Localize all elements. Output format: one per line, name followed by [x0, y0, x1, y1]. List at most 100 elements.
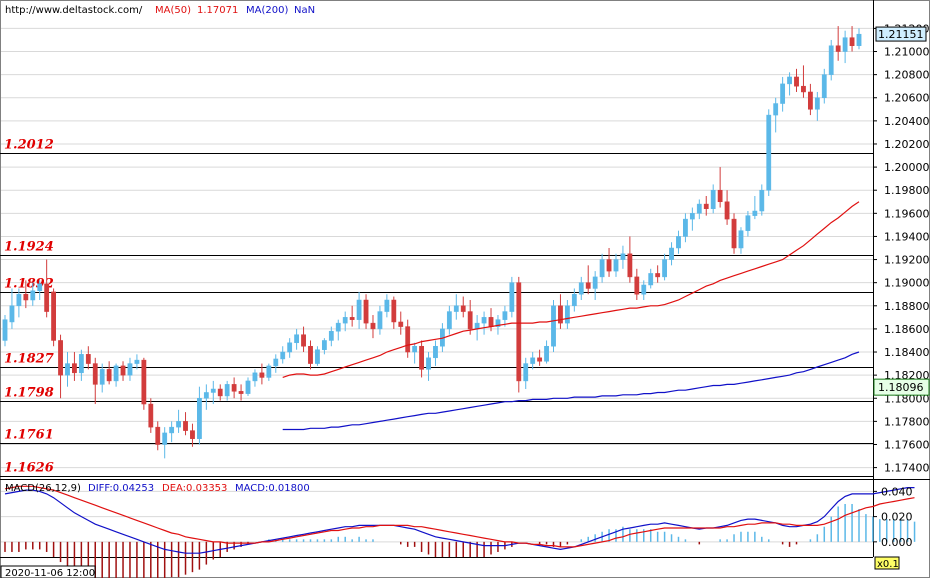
candle-body — [65, 363, 70, 376]
level-label: 1.1924 — [4, 240, 54, 255]
candle-body — [238, 391, 244, 394]
candle-body — [426, 357, 431, 370]
candle-body — [92, 363, 98, 385]
candle-body — [446, 311, 452, 330]
candle-body — [530, 357, 536, 364]
candle-body — [141, 359, 147, 405]
price-tick-label: 1.20800 — [884, 69, 930, 82]
candle-body — [349, 317, 355, 320]
candle-body — [710, 189, 716, 209]
price-tick-label: 1.18400 — [884, 346, 930, 359]
candle-body — [467, 311, 473, 330]
candle-body — [849, 37, 855, 46]
candle-body — [481, 317, 487, 324]
candle-body — [856, 33, 862, 46]
macd-dea-line — [4, 485, 915, 548]
candle-body — [120, 365, 126, 376]
candle-body — [384, 299, 390, 312]
candle-body — [835, 45, 841, 52]
candle-body — [613, 259, 619, 272]
price-tick-label: 1.21000 — [884, 46, 930, 59]
scale-badge-box[interactable] — [874, 556, 900, 570]
candle-body — [78, 354, 84, 374]
candle-body — [176, 421, 181, 428]
candle-body — [662, 259, 667, 278]
header-ma50-value: 1.17071 — [197, 5, 238, 16]
footer-timestamp: 2020-11-06 12:00 — [5, 568, 95, 578]
macd-header-dea: DEA:0.03353 — [162, 483, 227, 494]
ma50-line — [282, 201, 860, 378]
candle-body — [794, 76, 799, 87]
candle-body — [58, 340, 63, 376]
level-label: 1.1827 — [4, 352, 54, 367]
price-tick-label: 1.20000 — [884, 161, 930, 174]
candle-body — [655, 273, 661, 278]
candle-body — [155, 426, 161, 445]
candle-body — [162, 432, 168, 445]
candle-body — [738, 230, 744, 249]
candle-body — [127, 363, 133, 376]
candle-body — [190, 430, 195, 439]
price-tick-label: 1.20400 — [884, 115, 930, 128]
header-source[interactable]: http://www.deltastock.com/ — [5, 5, 143, 16]
scale-badge[interactable]: x0.1 — [877, 559, 899, 570]
candle-body — [821, 74, 827, 98]
price-tick-label: 1.20600 — [884, 92, 930, 105]
macd-header-diff: DIFF:0.04253 — [88, 483, 154, 494]
candle-body — [599, 259, 605, 278]
candle-body — [183, 421, 188, 431]
current-price-box — [875, 26, 927, 42]
candle-body — [377, 311, 383, 330]
candle-body — [287, 342, 293, 353]
candle-body — [273, 358, 279, 367]
level-label: 1.1761 — [4, 428, 54, 443]
candle-body — [321, 340, 327, 350]
candle-body — [315, 349, 320, 364]
candle-body — [814, 97, 820, 110]
macd-header-name: MACD(26,12,9) — [5, 483, 81, 494]
candle-body — [44, 283, 50, 312]
candle-body — [419, 345, 424, 370]
price-tick-label: 1.20200 — [884, 138, 930, 151]
candle-body — [592, 276, 598, 289]
candle-body — [280, 351, 286, 360]
candle-body — [224, 384, 230, 397]
candle-body — [717, 189, 723, 203]
candle-body — [537, 357, 543, 362]
candle-body — [801, 85, 806, 93]
candle-body — [412, 345, 418, 353]
candle-body — [113, 365, 119, 382]
candle-body — [551, 305, 556, 347]
candle-body — [203, 392, 209, 399]
price-tick-label: 1.19000 — [884, 277, 930, 290]
candle-body — [585, 282, 591, 289]
candle-body — [669, 247, 674, 260]
candle-body — [745, 215, 751, 231]
header-ma50-label: MA(50) — [155, 5, 191, 16]
candle-body — [363, 299, 369, 324]
macd-header-macd: MACD:0.01800 — [235, 483, 310, 494]
candle-body — [231, 384, 237, 392]
candle-body — [460, 305, 466, 312]
candle-body — [495, 319, 501, 327]
macd-tick-label: 0.000 — [881, 536, 913, 549]
candle-body — [99, 369, 105, 385]
candle-body — [245, 380, 251, 394]
highlight-price-label: 1.18096 — [878, 381, 924, 394]
candle-body — [516, 282, 522, 382]
candle-body — [731, 218, 737, 249]
candle-body — [842, 37, 848, 52]
price-tick-label: 1.17800 — [884, 415, 930, 428]
candle-body — [703, 203, 709, 209]
candle-body — [197, 398, 202, 439]
candle-body — [752, 210, 758, 216]
candle-body — [502, 311, 508, 320]
highlight-price-box — [873, 378, 930, 396]
candle-body — [780, 83, 786, 104]
price-tick-label: 1.17600 — [884, 438, 930, 451]
candle-body — [807, 91, 813, 110]
macd-diff-line — [4, 487, 915, 554]
candle-body — [544, 345, 549, 362]
candle-body — [620, 253, 626, 260]
